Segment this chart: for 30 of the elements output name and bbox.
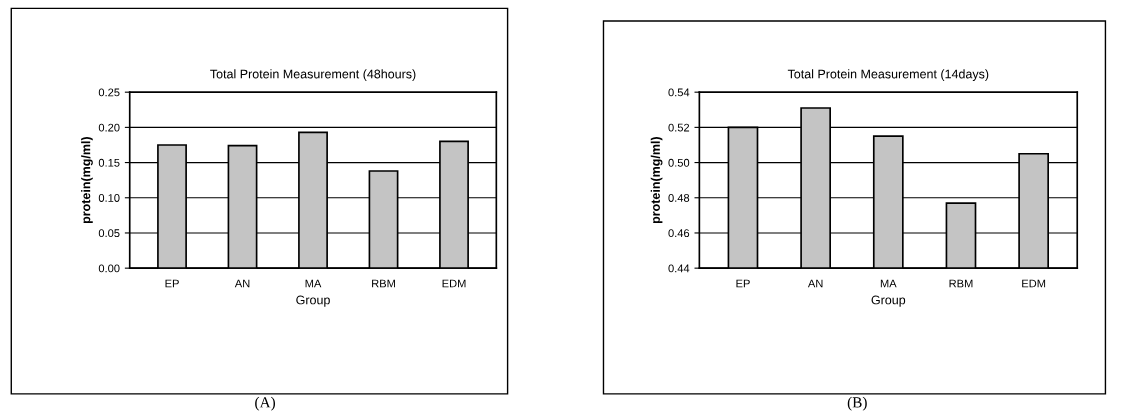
text: (A) <box>255 396 276 411</box>
y-tick-label: 0.25 <box>98 88 120 97</box>
chart-title: Total Protein Measurement (14days) <box>787 69 989 81</box>
y-tick-label: 0.44 <box>668 264 690 273</box>
x-tick-label: AN <box>234 279 250 288</box>
x-tick-label: MA <box>305 279 322 288</box>
x-tick-label: RBM <box>949 279 973 288</box>
x-tick-label: EP <box>165 279 179 288</box>
y-tick-label: 0.54 <box>668 88 690 97</box>
x-tick-label: AN <box>807 279 823 288</box>
x-tick-label: EDM <box>1022 279 1046 288</box>
x-tick-label: EP <box>736 279 750 288</box>
chart-title: Total Protein Measurement (48hours) <box>210 69 416 81</box>
y-tick-label: 0.10 <box>98 194 120 202</box>
y-tick-label: 0.05 <box>98 229 120 238</box>
y-tick-label: 0.48 <box>668 194 690 202</box>
x-tick-label: EDM <box>442 279 466 288</box>
text: (B) <box>847 396 867 411</box>
y-axis-title: protein(mg/ml) <box>81 137 93 224</box>
y-tick-label: 0.52 <box>668 123 690 132</box>
y-tick-label: 0.00 <box>98 264 120 273</box>
y-tick-label: 0.20 <box>98 123 120 132</box>
x-tick-label: RBM <box>372 279 395 288</box>
y-axis-title: protein(mg/ml) <box>650 137 663 224</box>
x-axis-title: Group <box>296 295 330 307</box>
x-axis-title: Group <box>871 295 906 307</box>
y-tick-label: 0.46 <box>668 229 690 238</box>
y-tick-label: 0.50 <box>668 158 690 167</box>
x-tick-label: MA <box>880 279 897 288</box>
y-tick-label: 0.15 <box>98 158 120 167</box>
